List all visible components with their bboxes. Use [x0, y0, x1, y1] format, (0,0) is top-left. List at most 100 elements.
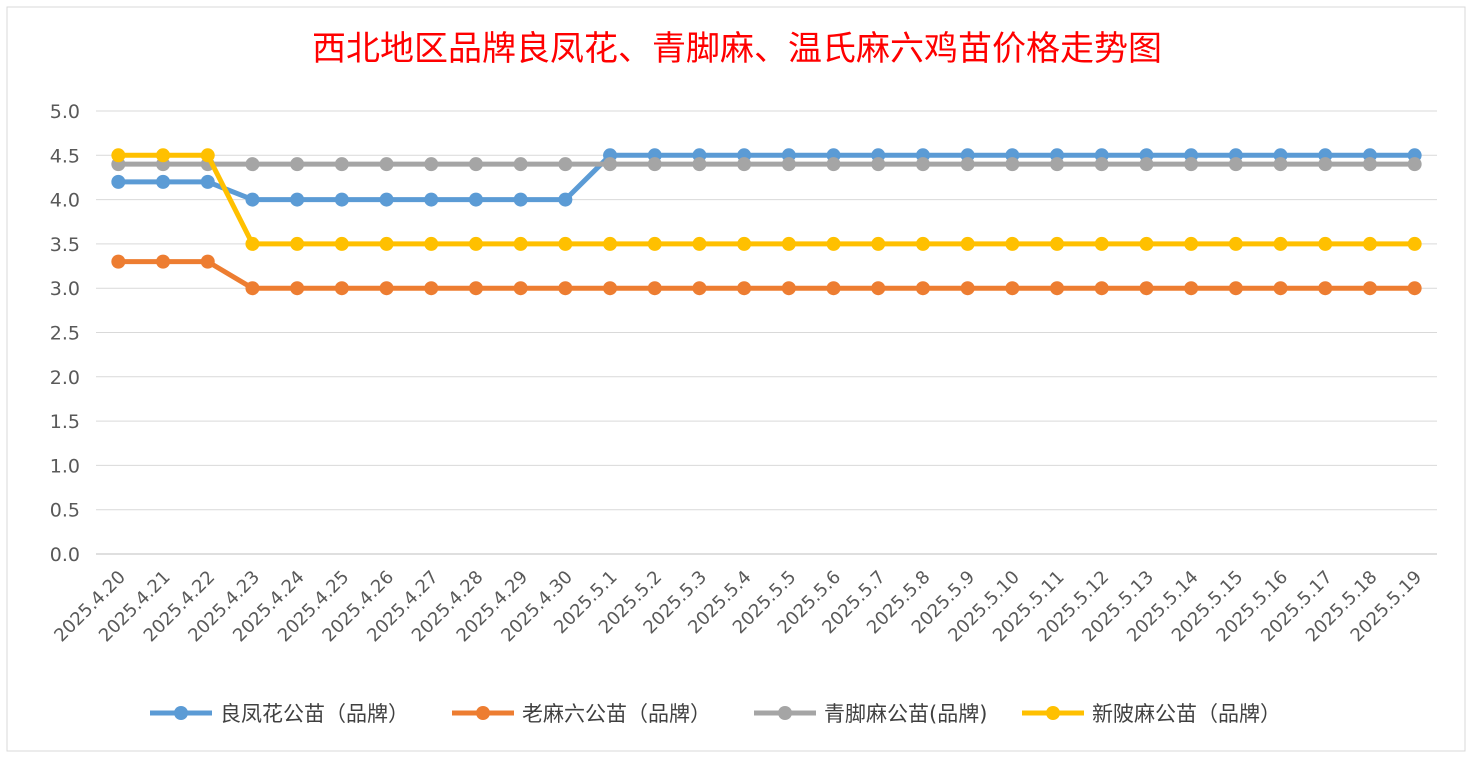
data-point	[290, 157, 305, 172]
y-axis-ticks: 0.0 0.5 1.0 1.5 2.0 2.5 3.0 3.5 4.0 4.5 5.0	[50, 101, 80, 566]
y-tick-label: 3.0	[50, 278, 80, 300]
data-point	[960, 236, 975, 251]
data-point	[1094, 236, 1109, 251]
y-tick-label: 0.0	[50, 544, 80, 566]
data-point	[513, 192, 528, 207]
data-point	[468, 157, 483, 172]
data-point	[1184, 281, 1199, 296]
data-point	[737, 281, 752, 296]
y-tick-label: 1.5	[50, 411, 80, 433]
data-point	[737, 157, 752, 172]
data-point	[468, 192, 483, 207]
data-point	[468, 281, 483, 296]
data-point	[1050, 281, 1065, 296]
data-point	[1050, 157, 1065, 172]
legend-item: 老麻六公苗（品牌）	[452, 702, 711, 726]
data-point	[1139, 157, 1154, 172]
legend-marker	[1046, 706, 1060, 720]
data-point	[513, 236, 528, 251]
data-point	[1362, 281, 1377, 296]
legend-marker	[476, 706, 490, 720]
data-point	[558, 236, 573, 251]
data-point	[826, 236, 841, 251]
data-point	[1407, 157, 1422, 172]
data-point	[1362, 157, 1377, 172]
data-point	[960, 281, 975, 296]
series-4	[111, 148, 1422, 251]
data-point	[1005, 281, 1020, 296]
data-point	[200, 254, 215, 269]
data-point	[1228, 281, 1243, 296]
series-2	[111, 254, 1422, 296]
data-point	[558, 157, 573, 172]
data-point	[781, 236, 796, 251]
series-line	[115, 152, 1418, 203]
y-tick-label: 3.5	[50, 234, 80, 256]
data-point	[1273, 281, 1288, 296]
data-point	[915, 236, 930, 251]
data-point	[424, 281, 439, 296]
data-point	[781, 281, 796, 296]
legend-item: 良凤花公苗（品牌）	[150, 702, 409, 726]
data-point	[1094, 157, 1109, 172]
data-point	[111, 174, 126, 189]
data-point	[379, 281, 394, 296]
data-point	[871, 157, 886, 172]
data-point	[1094, 281, 1109, 296]
data-point	[1318, 236, 1333, 251]
data-point	[334, 236, 349, 251]
data-point	[424, 192, 439, 207]
data-point	[1184, 236, 1199, 251]
data-point	[1273, 157, 1288, 172]
data-point	[200, 148, 215, 163]
data-point	[156, 174, 171, 189]
chart-title: 西北地区品牌良凤花、青脚麻、温氏麻六鸡苗价格走势图	[312, 29, 1162, 69]
data-point	[781, 157, 796, 172]
data-point	[1139, 281, 1154, 296]
data-point	[1273, 236, 1288, 251]
data-point	[1407, 281, 1422, 296]
data-point	[111, 148, 126, 163]
data-point	[424, 157, 439, 172]
data-point	[513, 157, 528, 172]
data-point	[692, 236, 707, 251]
legend-label: 良凤花公苗（品牌）	[220, 702, 409, 726]
data-point	[290, 236, 305, 251]
chart-border	[6, 6, 1466, 752]
y-tick-label: 4.5	[50, 145, 80, 167]
legend: 良凤花公苗（品牌） 老麻六公苗（品牌） 青脚麻公苗(品牌) 新陂麻公苗（品牌）	[150, 702, 1281, 726]
data-point	[334, 192, 349, 207]
data-point	[692, 281, 707, 296]
data-point	[603, 157, 618, 172]
data-point	[290, 192, 305, 207]
data-point	[1139, 236, 1154, 251]
legend-marker	[174, 706, 188, 720]
data-point	[424, 236, 439, 251]
data-point	[468, 236, 483, 251]
data-point	[200, 174, 215, 189]
legend-label: 青脚麻公苗(品牌)	[824, 702, 987, 726]
data-point	[1318, 281, 1333, 296]
data-point	[871, 281, 886, 296]
data-point	[737, 236, 752, 251]
data-point	[245, 192, 260, 207]
data-point	[558, 192, 573, 207]
y-tick-label: 0.5	[50, 500, 80, 522]
data-point	[1228, 157, 1243, 172]
legend-label: 老麻六公苗（品牌）	[522, 702, 711, 726]
data-point	[692, 157, 707, 172]
legend-item: 新陂麻公苗（品牌）	[1022, 702, 1281, 726]
y-tick-label: 2.0	[50, 367, 80, 389]
legend-label: 新陂麻公苗（品牌）	[1092, 702, 1281, 726]
data-point	[379, 192, 394, 207]
data-point	[111, 254, 126, 269]
data-point	[647, 236, 662, 251]
data-point	[334, 281, 349, 296]
legend-marker	[778, 706, 792, 720]
y-tick-label: 5.0	[50, 101, 80, 123]
data-point	[379, 157, 394, 172]
data-point	[1407, 236, 1422, 251]
data-point	[1362, 236, 1377, 251]
data-point	[1005, 157, 1020, 172]
